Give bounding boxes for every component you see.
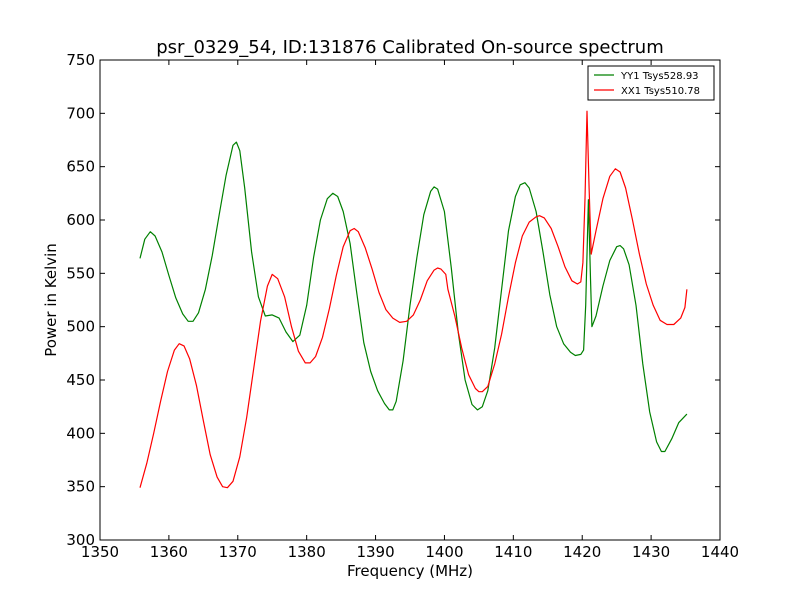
y-tick-label: 650 [66, 158, 95, 176]
y-tick-label: 750 [66, 51, 95, 69]
y-tick-label: 350 [66, 478, 95, 496]
x-tick-label: 1350 [81, 543, 119, 561]
x-axis-label: Frequency (MHz) [347, 562, 473, 580]
x-tick-label: 1410 [494, 543, 532, 561]
legend-label-1: YY1 Tsys528.93 [620, 71, 699, 82]
y-axis-label: Power in Kelvin [42, 243, 60, 357]
chart-title: psr_0329_54, ID:131876 Calibrated On-sou… [156, 37, 664, 58]
plot-frame [99, 59, 721, 541]
x-tick-label: 1360 [150, 543, 188, 561]
y-tick-label: 700 [66, 104, 95, 122]
legend-box [587, 65, 715, 101]
y-tick-label: 500 [66, 318, 95, 336]
x-tick-label: 1440 [701, 543, 739, 561]
series-line-2 [139, 110, 688, 489]
x-tick-label: 1380 [288, 543, 326, 561]
y-tick-label: 600 [66, 211, 95, 229]
x-tick-label: 1370 [219, 543, 257, 561]
y-tick-label: 450 [66, 371, 95, 389]
x-tick-label: 1400 [425, 543, 463, 561]
y-tick-label: 550 [66, 264, 95, 282]
x-tick-label: 1420 [563, 543, 601, 561]
plot-area: 1350 1360 1370 1380 1390 1400 1410 1420 1430 1440… [66, 51, 739, 561]
legend: YY1 Tsys528.93 XX1 Tsys510.78 [587, 65, 715, 101]
x-tick-label: 1430 [632, 543, 670, 561]
series-line-1 [139, 141, 688, 453]
y-tick-label: 400 [66, 424, 95, 442]
x-tick-label: 1390 [356, 543, 394, 561]
y-tick-label: 300 [66, 531, 95, 549]
legend-label-2: XX1 Tsys510.78 [621, 86, 700, 97]
